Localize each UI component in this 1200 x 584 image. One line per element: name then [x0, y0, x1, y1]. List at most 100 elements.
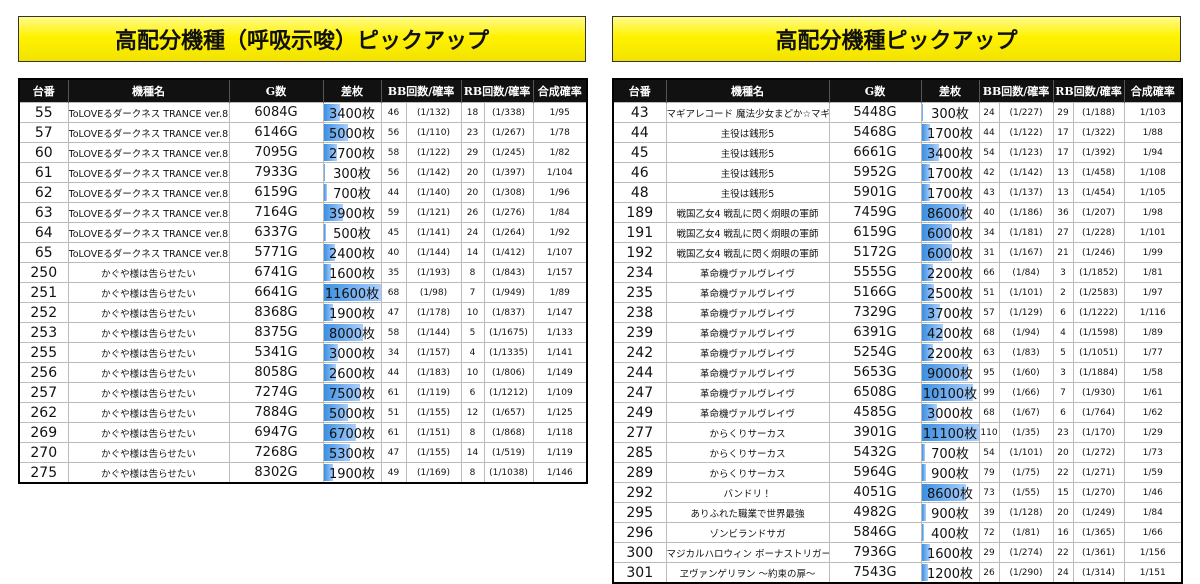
table-cell: かぐや様は告らせたい: [67, 462, 230, 484]
table-cell: 66: [978, 262, 1000, 283]
data-bar: [922, 184, 931, 201]
table-row: 256 かぐや様は告らせたい 8058G 2600枚 44 (1/183) 10 (1/806…: [18, 362, 588, 383]
table-cell: ありふれた職業で世界最強: [665, 502, 830, 523]
table-row: 250 かぐや様は告らせたい 6741G 1600枚 35 (1/193) 8 (1/843)…: [18, 262, 588, 283]
data-bar: [922, 144, 939, 161]
diff-cell: 2700枚: [322, 142, 382, 163]
diff-value: 3000枚: [328, 347, 376, 362]
table-row: 46 主役は銭形5 5952G 1700枚 42 (1/142) 13 (1/458) 1/10…: [612, 162, 1183, 183]
data-bar: [324, 164, 325, 181]
table-cell: 1/98: [1123, 202, 1183, 223]
data-bar: [324, 364, 337, 381]
table-row: 295 ありふれた職業で世界最強 4982G 900枚 39 (1/128) 20 (1/24…: [612, 502, 1183, 523]
table-cell: 251: [18, 282, 69, 303]
table-cell: バンドリ！: [665, 482, 830, 503]
table-cell: 1/89: [532, 282, 588, 303]
table-cell: (1/123): [998, 142, 1054, 163]
column-header: G数: [228, 79, 323, 103]
table-cell: 29: [1052, 102, 1074, 123]
table-cell: 1/84: [532, 202, 588, 223]
table-cell: (1/140): [405, 182, 462, 203]
table-cell: 56: [380, 162, 407, 183]
table-cell: (1/1852): [1072, 262, 1125, 283]
data-bar: [922, 224, 953, 241]
table-cell: 239: [612, 322, 667, 343]
table-cell: (1/764): [1072, 402, 1125, 423]
table-cell: 29: [460, 142, 485, 163]
table-cell: 7: [1052, 382, 1074, 403]
table-cell: 4585G: [828, 402, 922, 423]
table-cell: 22: [1052, 542, 1074, 563]
data-bar: [922, 244, 953, 261]
table-cell: 1/101: [1123, 222, 1183, 243]
table-cell: (1/141): [405, 222, 462, 243]
table-cell: 7268G: [228, 442, 324, 463]
diff-cell: 1900枚: [322, 302, 382, 323]
diff-value: 3400枚: [926, 147, 974, 162]
table-cell: (1/128): [998, 502, 1054, 523]
table-cell: 238: [612, 302, 667, 323]
table-cell: 革命機ヴァルヴレイヴ: [665, 382, 830, 403]
table-cell: 191: [612, 222, 667, 243]
table-row: 191 戦国乙女4 戦乱に閃く炯眼の軍師 6159G 6000枚 34 (1/181) 27…: [612, 222, 1183, 243]
column-header: BB回数/確率: [978, 79, 1053, 103]
table-cell: 256: [18, 362, 69, 383]
table-cell: (1/2583): [1072, 282, 1125, 303]
table-cell: 277: [612, 422, 667, 443]
table-head: 台番 機種名 G数 差枚 BB回数/確率 RB回数/確率 合成確率: [18, 79, 587, 103]
table-cell: 5: [1052, 342, 1074, 363]
diff-cell: 1600枚: [920, 542, 980, 563]
diff-cell: 8600枚: [920, 482, 980, 503]
diff-cell: 11100枚: [920, 422, 980, 443]
table-cell: (1/142): [405, 162, 462, 183]
table-cell: 45: [612, 142, 667, 163]
table-cell: 1/97: [1123, 282, 1183, 303]
diff-cell: 1700枚: [920, 122, 980, 143]
table-cell: (1/267): [483, 122, 534, 143]
table-row: 239 革命機ヴァルヴレイヴ 6391G 4200枚 68 (1/94) 4 (1/1598)…: [612, 322, 1183, 343]
diff-value: 1600枚: [926, 547, 974, 562]
table-cell: 292: [612, 482, 667, 503]
table-cell: (1/169): [405, 462, 462, 484]
table-cell: (1/249): [1072, 502, 1125, 523]
table-cell: 5846G: [828, 522, 922, 543]
table-cell: 296: [612, 522, 667, 543]
data-bar: [324, 304, 333, 321]
diff-cell: 3900枚: [322, 202, 382, 223]
table-cell: 8: [460, 422, 485, 443]
diff-value: 11600枚: [324, 287, 380, 302]
table-cell: 1/151: [1123, 562, 1183, 584]
table-cell: (1/122): [405, 142, 462, 163]
table-cell: (1/83): [998, 342, 1054, 363]
table-cell: 34: [978, 222, 1000, 243]
table-cell: (1/60): [998, 362, 1054, 383]
table-cell: 1/29: [1123, 422, 1183, 443]
table-cell: (1/151): [405, 422, 462, 443]
table-cell: かぐや様は告らせたい: [67, 342, 230, 363]
table-cell: 68: [978, 322, 1000, 343]
table-cell: 10: [460, 302, 485, 323]
table-cell: 44: [612, 122, 667, 143]
table-cell: 5448G: [828, 102, 922, 123]
table-cell: 革命機ヴァルヴレイヴ: [665, 322, 830, 343]
diff-cell: 2500枚: [920, 282, 980, 303]
table-cell: (1/157): [405, 342, 462, 363]
table-cell: 主役は銭形5: [665, 142, 830, 163]
diff-value: 5300枚: [328, 447, 376, 462]
header-row: 台番 機種名 G数 差枚 BB回数/確率 RB回数/確率 合成確率: [612, 79, 1182, 103]
table-cell: 4: [1052, 322, 1074, 343]
table-cell: 20: [460, 162, 485, 183]
table-cell: (1/137): [998, 182, 1054, 203]
table-cell: 5771G: [228, 242, 324, 263]
table-cell: 12: [460, 402, 485, 423]
table-cell: 22: [1052, 462, 1074, 483]
diff-cell: 300枚: [322, 162, 382, 183]
table-cell: (1/121): [405, 202, 462, 223]
table-cell: 300: [612, 542, 667, 563]
table-cell: 革命機ヴァルヴレイヴ: [665, 402, 830, 423]
table-cell: かぐや様は告らせたい: [67, 302, 230, 323]
table-cell: 6947G: [228, 422, 324, 443]
table-row: 45 主役は銭形5 6661G 3400枚 54 (1/123) 17 (1/392) 1/94: [612, 142, 1183, 163]
left-panel: 高配分機種（呼吸示唆）ピックアップ 台番 機種名 G数 差枚 BB回数/確率 RB回数/確…: [18, 16, 588, 484]
